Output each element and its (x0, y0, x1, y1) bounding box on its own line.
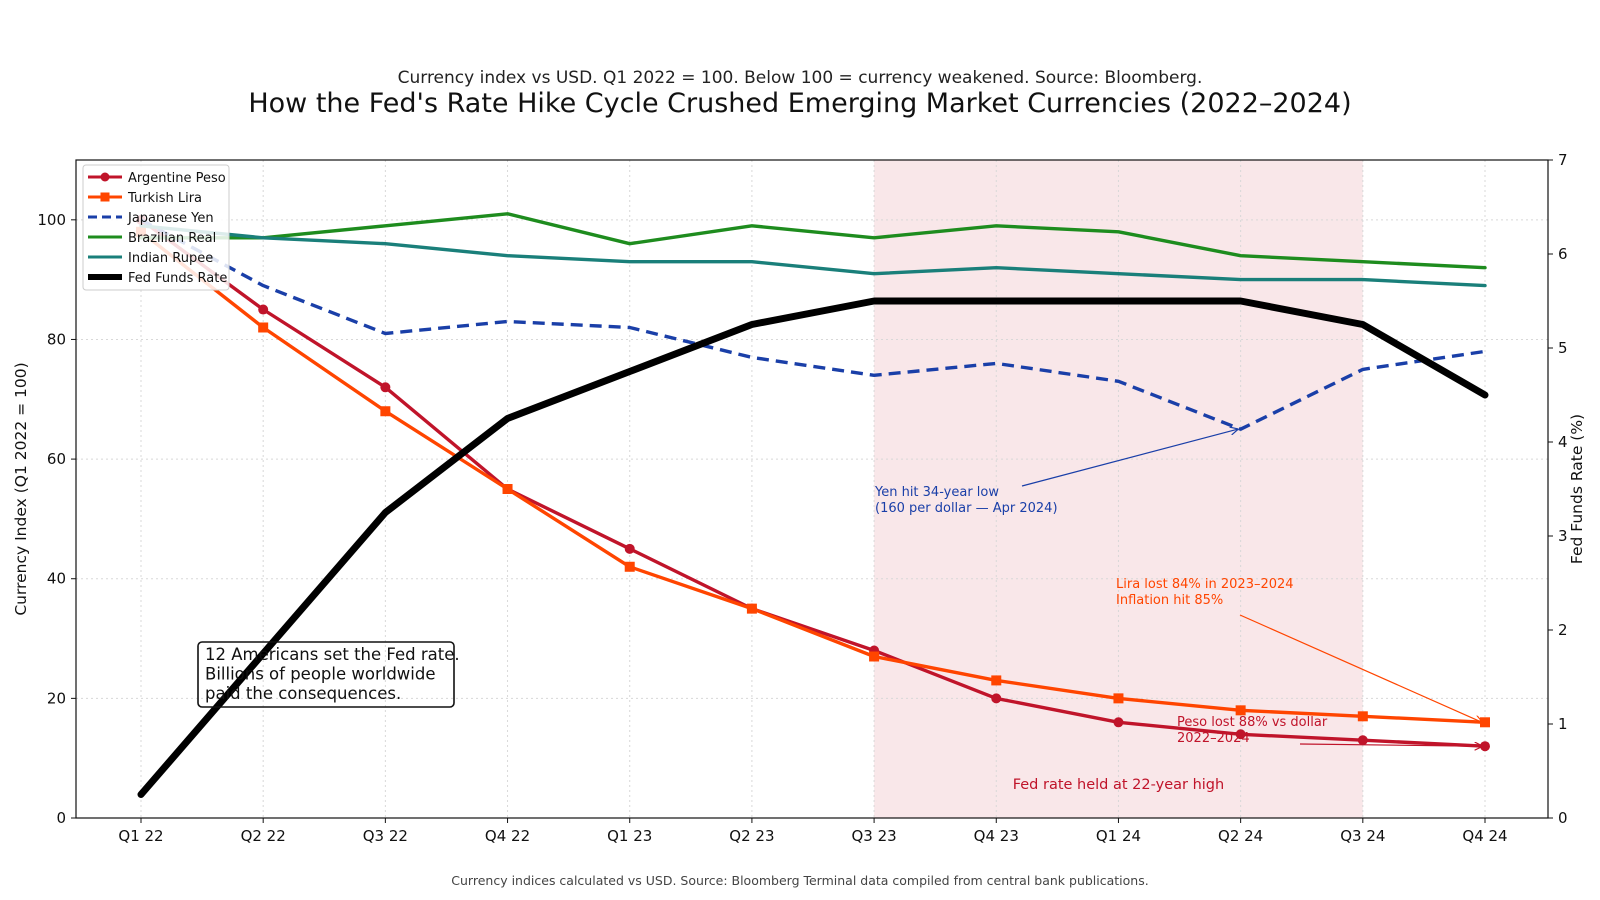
x-tick-label: Q2 23 (729, 827, 774, 845)
x-tick-label: Q4 24 (1462, 827, 1507, 845)
y-axis-label: Currency Index (Q1 2022 = 100) (12, 362, 30, 615)
y2-tick-label: 2 (1558, 621, 1568, 639)
legend-marker-argentine-peso (100, 172, 110, 182)
legend-label-japanese-yen: Japanese Yen (127, 211, 214, 226)
series-line-brazilian-real (139, 212, 1487, 270)
series-line-turkish-lira (139, 230, 1487, 724)
chart-title: How the Fed's Rate Hike Cycle Crushed Em… (248, 88, 1352, 119)
y2-tick-label: 7 (1558, 151, 1568, 169)
data-point-turkish-lira (1235, 705, 1246, 716)
callout-text: 12 Americans set the Fed rate. (205, 645, 460, 664)
y-tick-label: 0 (56, 809, 66, 827)
legend: Argentine Peso Turkish Lira Japanese Yen Br… (82, 164, 230, 291)
y2-tick-label: 1 (1558, 715, 1568, 733)
legend-label-indian-rupee: Indian Rupee (128, 251, 213, 266)
chart-footer: Currency indices calculated vs USD. Sour… (451, 873, 1149, 888)
y-tick-label: 100 (37, 211, 66, 229)
data-point-argentine-peso (991, 693, 1002, 704)
x-tick-label: Q3 23 (851, 827, 896, 845)
legend-label-argentine-peso: Argentine Peso (128, 171, 226, 186)
data-point-argentine-peso (258, 304, 269, 315)
x-tick-label: Q1 22 (118, 827, 163, 845)
legend-label-turkish-lira: Turkish Lira (127, 191, 202, 206)
data-point-turkish-lira (624, 561, 635, 572)
x-tick-label: Q4 22 (485, 827, 530, 845)
y2-tick-label: 5 (1558, 339, 1568, 357)
y2-axis-label: Fed Funds Rate (%) (1568, 414, 1586, 564)
chart-subtitle: Currency index vs USD. Q1 2022 = 100. Be… (397, 68, 1203, 88)
legend-label-brazilian-real: Brazilian Real (128, 231, 216, 246)
annotation-text-yen: Yen hit 34-year low (874, 485, 999, 500)
y2-tick-label: 0 (1558, 809, 1568, 827)
annotation-text-lira: Lira lost 84% in 2023–2024 (1116, 577, 1294, 592)
data-point-argentine-peso (1113, 717, 1124, 728)
annotation-arrow-lira (1239, 614, 1482, 722)
data-point-turkish-lira (258, 322, 269, 333)
callout-border (197, 641, 455, 708)
annotation-text-yen: (160 per dollar — Apr 2024) (875, 501, 1058, 516)
x-tick-label: Q3 22 (363, 827, 408, 845)
annotation-arrow-peso (1299, 744, 1482, 746)
series-line-fed-funds-rate (137, 297, 1489, 798)
annotation-text-peso: Peso lost 88% vs dollar (1177, 715, 1328, 730)
data-point-turkish-lira (380, 406, 391, 417)
annotation-arrow-yen (1021, 429, 1238, 487)
y-tick-label: 20 (47, 689, 66, 707)
y-tick-label: 40 (47, 570, 66, 588)
y2-tick-label: 4 (1558, 433, 1568, 451)
data-point-turkish-lira (1480, 717, 1490, 728)
data-point-argentine-peso (1235, 729, 1246, 740)
x-tick-label: Q1 23 (607, 827, 652, 845)
data-point-argentine-peso (1357, 735, 1368, 746)
annotation-text-lira: Inflation hit 85% (1116, 593, 1223, 608)
annotation-text-peso: 2022–2024 (1177, 731, 1250, 746)
y2-tick-label: 3 (1558, 527, 1568, 545)
data-point-turkish-lira (991, 675, 1002, 686)
data-point-argentine-peso (380, 382, 391, 393)
callout-box: 12 Americans set the Fed rate.Billions o… (197, 641, 460, 708)
x-tick-label: Q2 24 (1218, 827, 1263, 845)
x-tick-label: Q4 23 (974, 827, 1019, 845)
series-line-indian-rupee (139, 224, 1487, 288)
y2-tick-label: 6 (1558, 245, 1568, 263)
plot-frame (75, 159, 1549, 819)
legend-marker-turkish-lira (100, 192, 110, 202)
y-tick-label: 80 (47, 330, 66, 348)
x-tick-label: Q3 24 (1340, 827, 1385, 845)
data-point-turkish-lira (1113, 693, 1124, 704)
data-point-turkish-lira (502, 484, 513, 494)
data-point-turkish-lira (869, 651, 880, 662)
y-tick-label: 60 (47, 450, 66, 468)
x-tick-label: Q2 22 (241, 827, 286, 845)
legend-label-fed-funds-rate: Fed Funds Rate (128, 271, 227, 286)
series-line-argentine-peso (139, 218, 1487, 748)
series-line-japanese-yen (140, 218, 1486, 431)
callout-text: paid the consequences. (205, 684, 401, 703)
data-point-turkish-lira (1357, 711, 1368, 722)
data-point-turkish-lira (746, 603, 757, 614)
callout-text: Billions of people worldwide (205, 665, 436, 684)
data-point-argentine-peso (624, 543, 635, 554)
x-tick-label: Q1 24 (1096, 827, 1141, 845)
